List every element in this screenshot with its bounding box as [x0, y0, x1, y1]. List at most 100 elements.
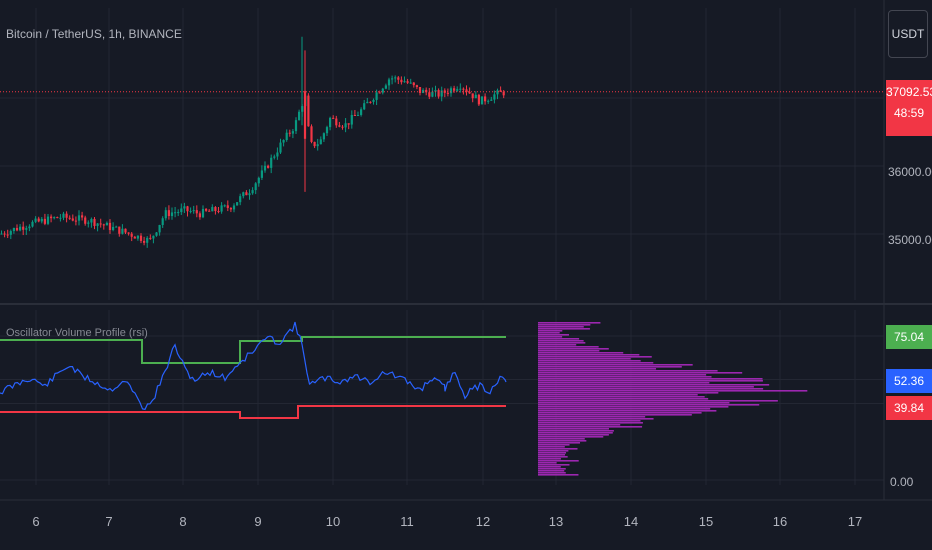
lower-band-badge: 39.84 [886, 396, 932, 420]
candle-body [167, 210, 170, 217]
candle-body [251, 190, 254, 194]
profile-bar [538, 416, 646, 418]
candle-body [155, 232, 158, 236]
candle-body [68, 217, 71, 219]
profile-bar [538, 454, 566, 456]
profile-bar [538, 442, 581, 444]
candle-body [15, 227, 19, 231]
candle-body [195, 210, 198, 214]
candle-body [400, 79, 403, 83]
time-axis-label: 8 [179, 514, 187, 529]
candle-body [77, 215, 81, 221]
candle-body [9, 231, 12, 235]
candle-body [236, 202, 239, 206]
candle-body [490, 99, 493, 101]
symbol-title[interactable]: Bitcoin / TetherUS, 1h, BINANCE [6, 27, 182, 41]
candle-body [391, 78, 394, 80]
candle-body [279, 142, 282, 153]
candle-body [294, 120, 298, 132]
profile-bar [538, 398, 709, 400]
candle-body [267, 165, 270, 168]
candle-body [319, 139, 322, 145]
oscillator-axis-zero: 0.00 [890, 475, 914, 489]
candle-body [161, 218, 164, 225]
candle-body [229, 207, 232, 210]
time-axis-label: 6 [32, 514, 40, 529]
candle-body [366, 101, 369, 104]
profile-bar [538, 410, 717, 412]
profile-bar [538, 446, 565, 448]
profile-bar [538, 380, 763, 382]
candle-body [152, 235, 155, 239]
time-axis-label: 7 [105, 514, 113, 529]
profile-bar [538, 464, 570, 466]
candle-body [143, 240, 146, 243]
candle-body [71, 218, 74, 221]
candle-body [139, 235, 143, 241]
candle-body [53, 217, 56, 219]
profile-bar [538, 334, 569, 336]
candle-body [56, 217, 59, 219]
candle-body [288, 132, 291, 134]
profile-bar [538, 450, 569, 452]
upper-band-badge: 75.04 [886, 325, 932, 349]
candle-body [149, 237, 152, 239]
profile-bar [538, 462, 557, 464]
time-axis-label: 17 [847, 514, 863, 529]
candle-body [37, 218, 40, 222]
profile-bar [538, 390, 808, 392]
profile-bar [538, 342, 586, 344]
profile-bar [538, 322, 601, 324]
candle-body [93, 218, 96, 226]
currency-button[interactable]: USDT [888, 10, 928, 58]
candle-body [471, 93, 474, 99]
profile-bar [538, 364, 693, 366]
profile-bar [538, 340, 584, 342]
candle-body [133, 236, 136, 239]
candle-body [387, 79, 391, 86]
candle-body [130, 233, 133, 237]
candle-body [3, 233, 6, 235]
candle-body [205, 208, 208, 211]
candle-body [456, 89, 459, 91]
profile-bar [538, 368, 657, 370]
profile-bar [538, 336, 563, 338]
candle-body [217, 211, 220, 213]
candle-body [0, 233, 3, 235]
candle-body [50, 216, 53, 219]
profile-bar [538, 460, 579, 462]
candle-body [285, 132, 288, 141]
profile-bar [538, 326, 584, 328]
time-axis-label: 16 [772, 514, 788, 529]
candle-body [136, 235, 139, 239]
profile-bar [538, 360, 641, 362]
profile-bar [538, 350, 600, 352]
candle-body [397, 77, 400, 80]
profile-bar [538, 466, 561, 468]
candle-body [189, 211, 192, 213]
profile-bar [538, 438, 585, 440]
candle-body [428, 92, 431, 97]
candle-body [96, 223, 99, 226]
candle-body [480, 96, 484, 105]
candle-body [34, 218, 37, 222]
profile-bar [538, 430, 614, 432]
candle-body [46, 216, 50, 224]
candle-body [310, 126, 313, 142]
candle-body [487, 100, 490, 102]
profile-bar [538, 328, 590, 330]
candle-body [12, 227, 15, 232]
price-axis-label: 36000.00 [888, 165, 932, 179]
profile-bar [538, 470, 565, 472]
time-axis-label: 10 [325, 514, 341, 529]
candle-body [177, 212, 180, 214]
profile-bar [538, 386, 754, 388]
candle-body [496, 90, 499, 95]
candle-body [453, 88, 456, 91]
candle-body [102, 224, 105, 226]
candle-body [499, 90, 502, 92]
indicator-title[interactable]: Oscillator Volume Profile (rsi) [6, 327, 148, 339]
candle-body [449, 88, 453, 94]
